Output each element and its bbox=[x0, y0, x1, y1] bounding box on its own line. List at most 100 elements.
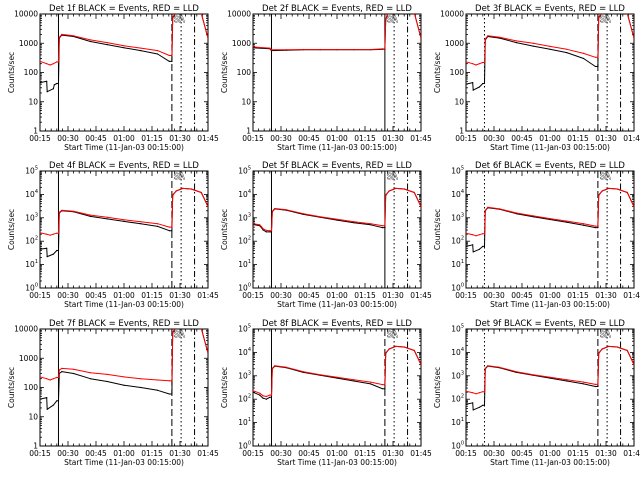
data-point-lld bbox=[583, 381, 585, 383]
data-point-events bbox=[515, 42, 518, 44]
series-events bbox=[466, 187, 634, 253]
data-point-lld bbox=[172, 331, 174, 333]
data-point-lld bbox=[353, 221, 355, 223]
data-point-lld bbox=[478, 63, 480, 65]
data-point-lld bbox=[472, 63, 474, 65]
panel-title: Det 9f BLACK = Events, RED = LLD bbox=[475, 319, 625, 329]
series-lld bbox=[40, 187, 208, 236]
x-tick-label: 00:45 bbox=[85, 134, 107, 143]
data-point-events bbox=[123, 384, 125, 386]
data-point-lld bbox=[286, 209, 288, 211]
data-point-lld bbox=[274, 365, 276, 367]
y-tick-label: 103 bbox=[451, 212, 464, 222]
y-tick-label: 10000 bbox=[14, 10, 38, 19]
y-tick-label: 101 bbox=[25, 259, 38, 269]
data-point-lld bbox=[61, 209, 63, 211]
panel-title: Det 2f BLACK = Events, RED = LLD bbox=[262, 4, 412, 14]
data-point-lld bbox=[56, 232, 58, 234]
data-point-lld bbox=[395, 187, 397, 189]
data-point-events bbox=[89, 215, 91, 217]
data-point-lld bbox=[57, 232, 60, 234]
y-tick-label: 1000 bbox=[445, 39, 464, 48]
y-tick-label: 101 bbox=[238, 259, 251, 269]
data-point-events bbox=[472, 244, 474, 246]
data-point-events bbox=[353, 380, 355, 382]
x-tick-label: 01:00 bbox=[326, 134, 348, 143]
series-lld bbox=[466, 187, 634, 237]
data-point-lld bbox=[175, 190, 177, 192]
x-axis-label: Start Time (11-Jan-03 00:15:00) bbox=[490, 458, 610, 467]
data-point-lld bbox=[49, 64, 51, 66]
data-point-events bbox=[549, 48, 551, 50]
saa-annotation: SA bbox=[174, 172, 185, 181]
data-point-events bbox=[381, 388, 383, 390]
y-axis-label: Counts/sec bbox=[220, 367, 229, 408]
x-axis-label: Start Time (11-Jan-03 00:15:00) bbox=[277, 143, 397, 152]
data-point-lld bbox=[616, 188, 618, 190]
series-events bbox=[466, 14, 634, 91]
y-tick-label: 10000 bbox=[227, 10, 251, 19]
y-tick-label: 100 bbox=[24, 383, 39, 392]
y-tick-label: 104 bbox=[451, 347, 464, 357]
data-point-events bbox=[56, 249, 58, 252]
data-point-lld bbox=[52, 233, 55, 235]
x-tick-label: 01:15 bbox=[141, 291, 163, 300]
x-axis-label: Start Time (11-Jan-03 00:15:00) bbox=[64, 458, 184, 467]
saa-annotation: SA bbox=[387, 172, 398, 181]
data-point-lld bbox=[262, 395, 264, 397]
x-tick-label: 00:30 bbox=[483, 291, 505, 300]
x-tick-label: 00:30 bbox=[57, 134, 79, 143]
data-point-lld bbox=[270, 49, 273, 51]
data-point-lld bbox=[420, 206, 421, 208]
data-point-lld bbox=[270, 230, 273, 232]
data-point-events bbox=[140, 50, 142, 52]
data-point-events bbox=[46, 256, 48, 258]
y-tick-label: 100 bbox=[451, 283, 464, 293]
data-point-lld bbox=[499, 208, 501, 210]
data-point-lld bbox=[384, 225, 386, 227]
y-tick-label: 100 bbox=[24, 68, 39, 77]
y-tick-label: 103 bbox=[451, 370, 464, 380]
data-point-lld bbox=[472, 234, 474, 236]
data-point-events bbox=[168, 60, 170, 63]
panel-title: Det 6f BLACK = Events, RED = LLD bbox=[475, 161, 625, 171]
x-tick-label: 01:15 bbox=[141, 449, 163, 458]
data-point-events bbox=[583, 383, 585, 385]
data-point-lld bbox=[370, 223, 372, 225]
data-point-events bbox=[594, 65, 597, 68]
x-tick-label: 00:45 bbox=[298, 134, 320, 143]
data-point-lld bbox=[58, 369, 60, 371]
x-tick-label: 00:30 bbox=[57, 291, 79, 300]
data-point-events bbox=[466, 83, 467, 85]
x-tick-label: 00:15 bbox=[455, 449, 477, 458]
data-point-lld bbox=[475, 235, 477, 237]
data-point-events bbox=[46, 397, 48, 399]
y-tick-label: 103 bbox=[238, 212, 251, 222]
data-point-events bbox=[40, 248, 41, 250]
panel-6: Det 6f BLACK = Events, RED = LLD 100 101 10… bbox=[433, 161, 640, 309]
data-point-events bbox=[381, 227, 383, 229]
data-point-lld bbox=[40, 376, 41, 378]
x-tick-label: 01:45 bbox=[623, 449, 640, 458]
y-tick-label: 10000 bbox=[14, 325, 38, 334]
y-axis-label: Counts/sec bbox=[433, 209, 442, 250]
data-point-events bbox=[106, 218, 108, 220]
data-point-lld bbox=[56, 61, 58, 63]
saa-annotation: SA bbox=[387, 15, 398, 24]
data-point-lld bbox=[608, 187, 610, 189]
y-tick-label: 101 bbox=[451, 417, 464, 427]
y-axis-label: Counts/sec bbox=[433, 367, 442, 408]
data-point-events bbox=[566, 380, 568, 382]
data-point-lld bbox=[182, 187, 184, 189]
data-point-lld bbox=[302, 213, 304, 215]
data-point-lld bbox=[482, 61, 484, 64]
data-point-events bbox=[123, 47, 125, 49]
data-point-events bbox=[270, 231, 273, 233]
data-point-events bbox=[270, 50, 273, 52]
data-point-events bbox=[265, 231, 267, 233]
data-point-lld bbox=[478, 234, 480, 236]
data-point-lld bbox=[259, 392, 261, 394]
x-tick-label: 00:45 bbox=[511, 134, 533, 143]
data-point-lld bbox=[286, 49, 288, 51]
data-point-events bbox=[370, 383, 372, 385]
